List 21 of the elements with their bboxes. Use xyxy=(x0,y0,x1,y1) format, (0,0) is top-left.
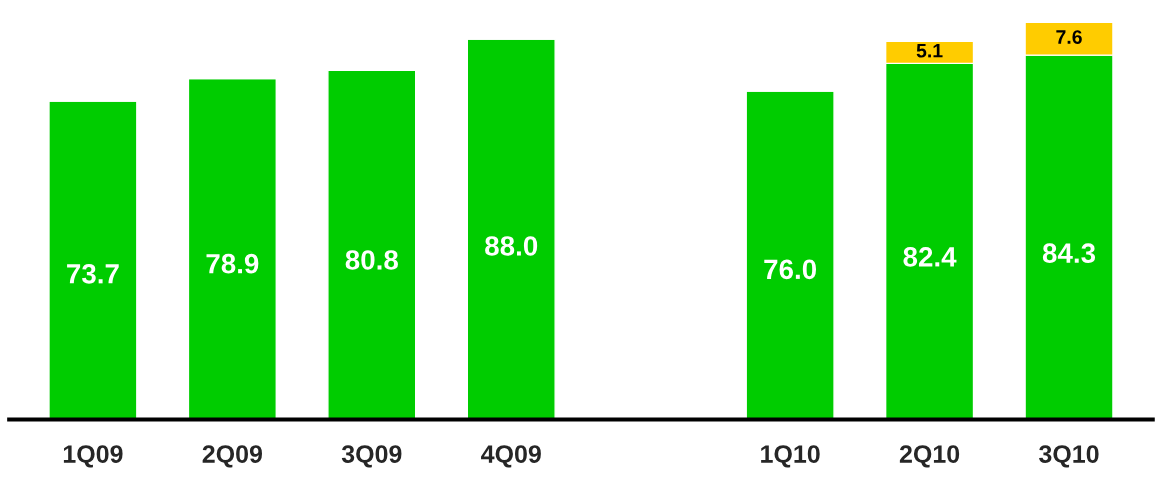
data-label: 82.4 xyxy=(903,247,957,267)
data-label: 5.1 xyxy=(916,43,943,58)
x-tick-label: 2Q10 xyxy=(899,445,960,468)
x-tick-label: 4Q09 xyxy=(481,445,541,468)
data-label: 7.6 xyxy=(1056,30,1082,44)
x-tick-label: 3Q10 xyxy=(1039,445,1099,468)
data-label: 84.3 xyxy=(1042,243,1096,264)
data-label: 88.0 xyxy=(485,236,538,256)
bar xyxy=(745,90,835,420)
bar xyxy=(327,69,417,420)
bar xyxy=(48,100,138,420)
bar xyxy=(187,77,277,420)
x-tick-label: 3Q09 xyxy=(341,445,402,468)
data-label: 80.8 xyxy=(345,250,398,270)
x-tick-label: 1Q10 xyxy=(761,445,820,468)
data-label: 73.7 xyxy=(67,263,119,284)
x-tick-label: 2Q09 xyxy=(202,445,263,468)
bar xyxy=(466,38,556,420)
x-tick-label: 1Q09 xyxy=(63,445,123,468)
data-label: 76.0 xyxy=(764,259,817,280)
data-label: 78.9 xyxy=(206,253,259,274)
